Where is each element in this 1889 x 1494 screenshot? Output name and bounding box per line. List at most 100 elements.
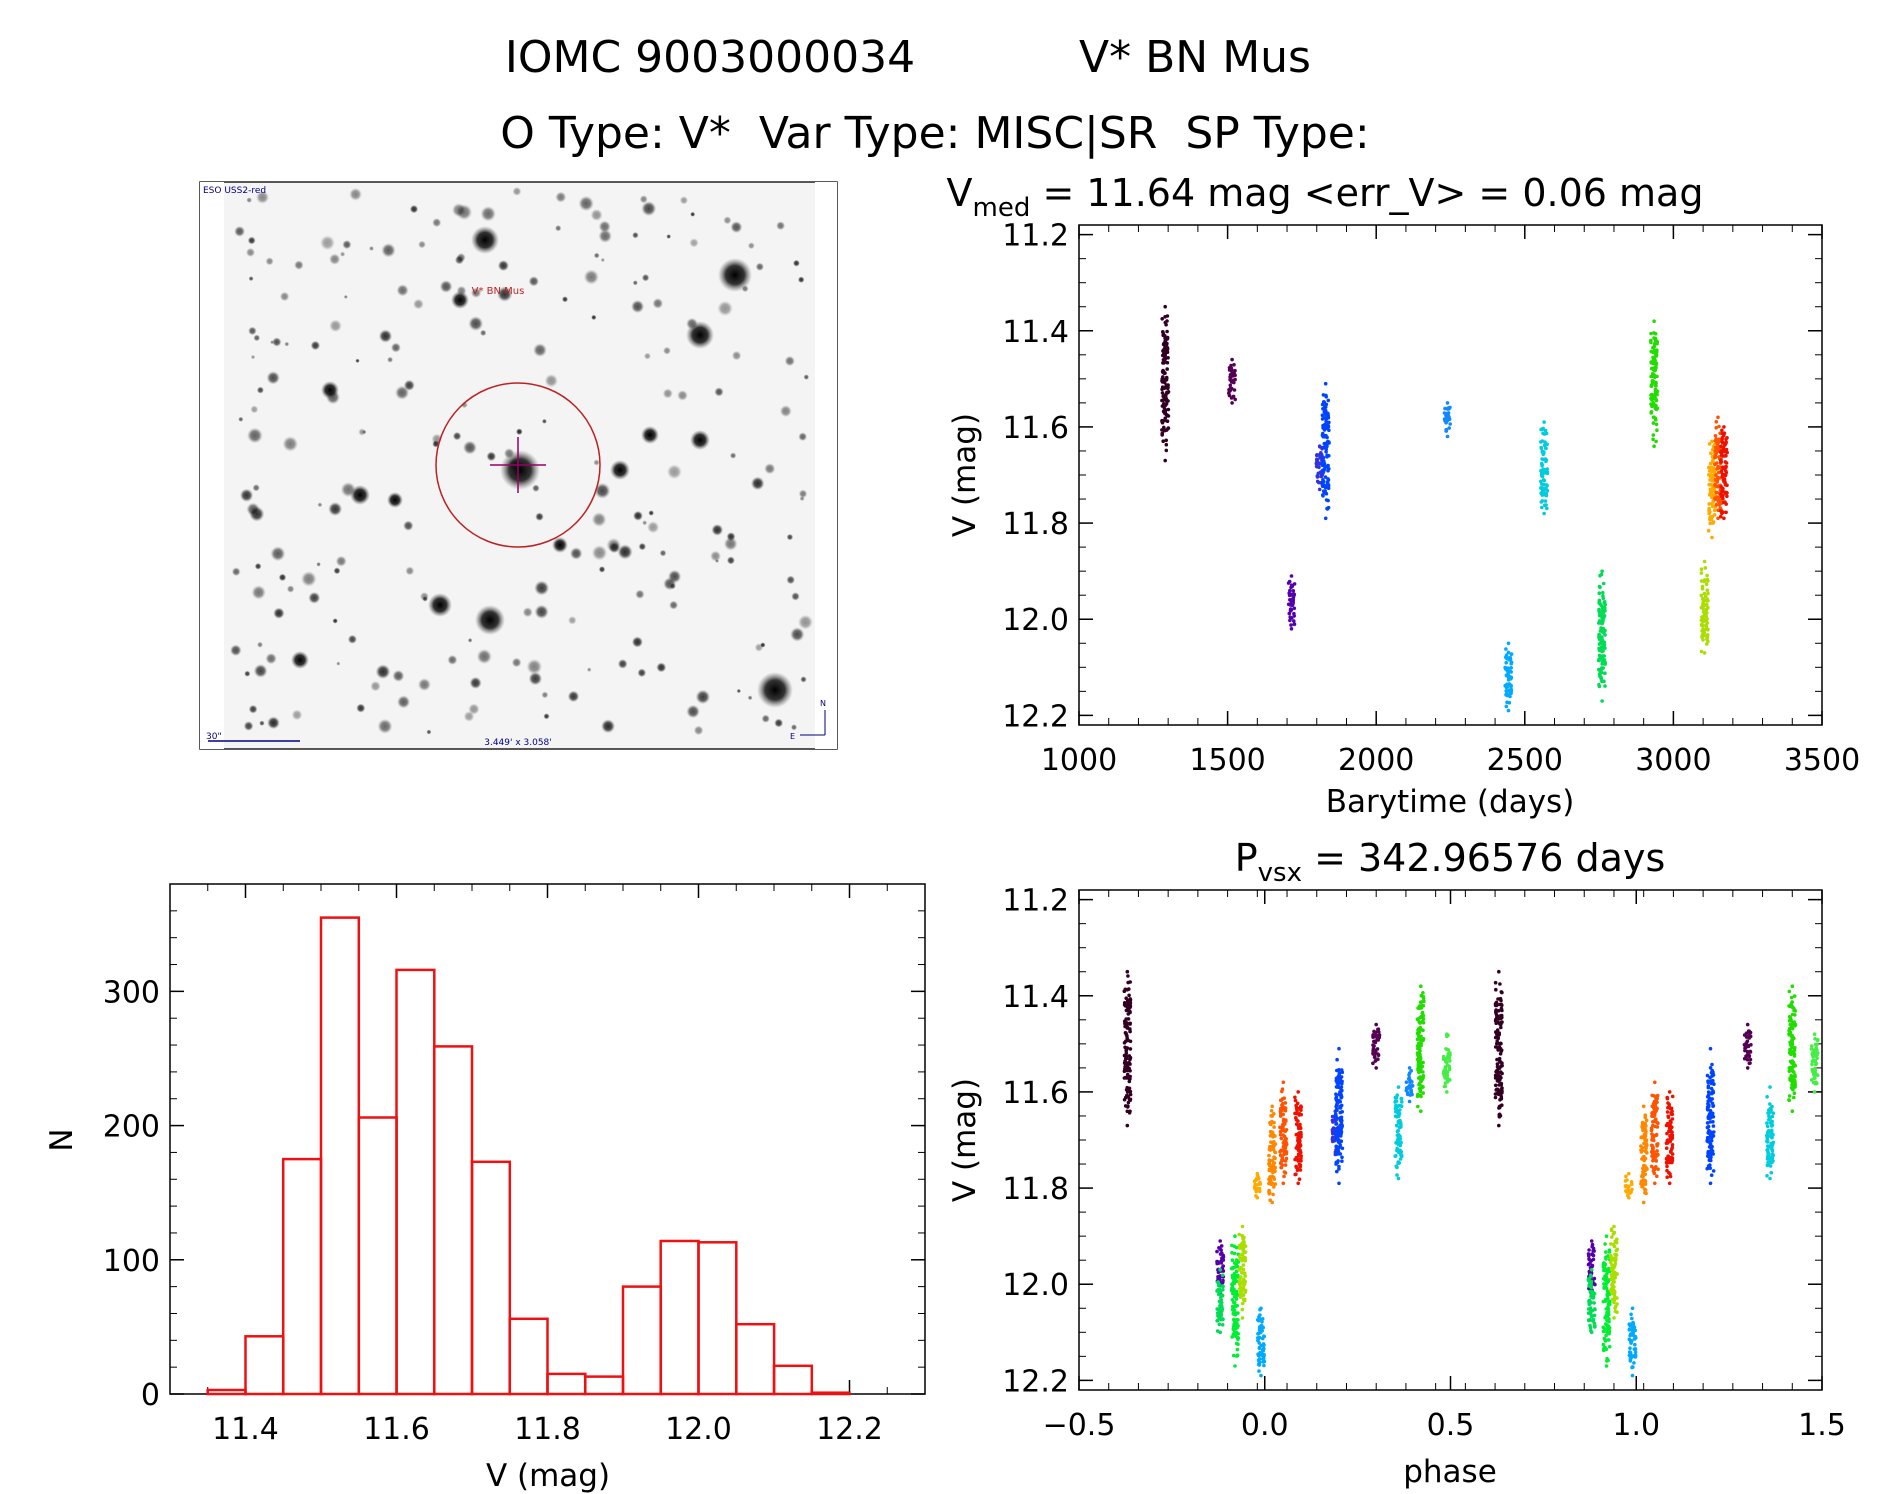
phased-data-point <box>1280 1089 1284 1094</box>
finder-star <box>637 668 647 678</box>
phased-data-point <box>1708 1181 1713 1186</box>
phased-data-point <box>1123 1095 1128 1100</box>
lightcurve-data-point <box>1600 620 1605 625</box>
lightcurve-data-point <box>1446 411 1451 415</box>
phased-data-point <box>1416 1046 1420 1051</box>
phased-data-point <box>1220 1317 1225 1322</box>
finder-star <box>695 689 711 705</box>
finder-star <box>799 496 805 502</box>
phased-data-point <box>1217 1310 1222 1314</box>
lightcurve-data-point <box>1229 366 1234 371</box>
phased-data-point <box>1232 1308 1237 1313</box>
lightcurve-data-point <box>1543 457 1548 461</box>
phased-data-point <box>1630 1327 1634 1331</box>
lightcurve-data-point <box>1164 442 1169 447</box>
phased-data-point <box>1653 1080 1657 1085</box>
phased-data-point <box>1337 1138 1341 1142</box>
phased-data-point <box>1628 1346 1632 1350</box>
lightcurve-data-point <box>1160 433 1164 437</box>
lightcurve-data-point <box>1650 392 1654 397</box>
phased-data-point <box>1242 1277 1246 1282</box>
lightcurve-data-point <box>1719 469 1724 474</box>
phased-data-point <box>1743 1045 1748 1050</box>
phased-data-point <box>1612 1290 1617 1294</box>
lightcurve-data-point <box>1325 481 1330 485</box>
phased-data-point <box>1273 1156 1277 1161</box>
phased-data-point <box>1640 1183 1645 1187</box>
phased-data-point <box>1443 1072 1448 1076</box>
finder-star <box>643 352 651 360</box>
lightcurve-data-point <box>1326 484 1331 489</box>
lightcurve-data-point <box>1602 600 1607 604</box>
phased-data-point <box>1787 1069 1792 1073</box>
phased-data-point <box>1125 998 1130 1003</box>
phased-data-point <box>1706 1090 1711 1094</box>
phased-data-point <box>1650 1144 1655 1148</box>
phased-data-point <box>1604 1279 1608 1283</box>
phased-data-point <box>1125 987 1129 992</box>
lightcurve-data-point <box>1652 319 1656 324</box>
phased-xlabel: phase <box>1403 1454 1497 1490</box>
lightcurve-data-point <box>1716 516 1720 521</box>
phased-data-point <box>1396 1141 1401 1145</box>
finder-star <box>686 704 700 719</box>
lightcurve-data-point <box>1545 484 1549 488</box>
lightcurve-data-point <box>1321 494 1325 498</box>
lightcurve-data-point <box>1229 369 1234 373</box>
phased-data-point <box>1234 1330 1239 1335</box>
lightcurve-data-point <box>1541 482 1546 487</box>
phased-data-point <box>1767 1162 1771 1167</box>
histogram-bar <box>546 1372 587 1396</box>
phased-data-point <box>1269 1167 1273 1172</box>
phased-data-point <box>1602 1263 1607 1268</box>
phased-data-point <box>1339 1075 1344 1079</box>
compass-north-label: N <box>820 699 826 708</box>
phased-data-point <box>1813 1037 1817 1041</box>
finder-star-bright <box>690 430 710 450</box>
phased-data-point <box>1256 1352 1260 1356</box>
phased-data-point <box>1253 1182 1257 1187</box>
lightcurve-data-point <box>1233 368 1237 373</box>
phased-data-point <box>1421 1013 1426 1018</box>
phased-data-point <box>1603 1339 1608 1343</box>
phased-data-point <box>1601 1329 1606 1334</box>
phased-data-point <box>1500 1089 1504 1093</box>
phased-data-point <box>1628 1333 1632 1338</box>
phased-data-point <box>1650 1154 1654 1158</box>
finder-star <box>535 512 544 521</box>
lightcurve-data-point <box>1327 420 1331 425</box>
phased-data-point <box>1234 1279 1239 1283</box>
histogram-bar <box>583 1375 625 1396</box>
finder-star <box>239 488 254 502</box>
finder-star <box>641 273 650 282</box>
finder-star <box>332 618 338 624</box>
phased-data-point <box>1241 1236 1246 1241</box>
phased-data-point <box>1221 1264 1225 1268</box>
lightcurve-data-point <box>1292 592 1296 596</box>
lightcurve-data-point <box>1600 607 1605 612</box>
lightcurve-data-point <box>1540 489 1545 494</box>
phased-data-point <box>1640 1123 1645 1128</box>
phased-data-point <box>1604 1333 1608 1338</box>
lightcurve-data-point <box>1289 623 1293 627</box>
lightcurve-data-point <box>1506 708 1511 713</box>
lightcurve-data-point <box>1653 365 1657 370</box>
lightcurve-data-point <box>1228 373 1233 377</box>
phased-data-point <box>1591 1319 1595 1323</box>
phased-data-point <box>1712 1130 1716 1134</box>
phased-data-point <box>1811 1058 1816 1062</box>
finder-star <box>301 571 317 587</box>
phased-data-point <box>1230 1298 1235 1302</box>
phased-data-point <box>1607 1250 1612 1254</box>
phased-data-point <box>1656 1167 1660 1171</box>
phased-data-point <box>1393 1095 1398 1100</box>
histogram-chart: 11.4 11.6 11.8 12.0 12.2 0 100 200 300 V (mag) N <box>44 883 926 1494</box>
finder-star <box>247 427 263 444</box>
lightcurve-data-point <box>1725 491 1729 495</box>
finder-star <box>663 346 671 355</box>
lightcurve-data-point <box>1543 440 1547 444</box>
phased-data-point <box>1500 1086 1504 1090</box>
phased-data-point <box>1237 1243 1242 1248</box>
phased-data-point <box>1419 993 1424 998</box>
phased-data-point <box>1628 1191 1632 1195</box>
